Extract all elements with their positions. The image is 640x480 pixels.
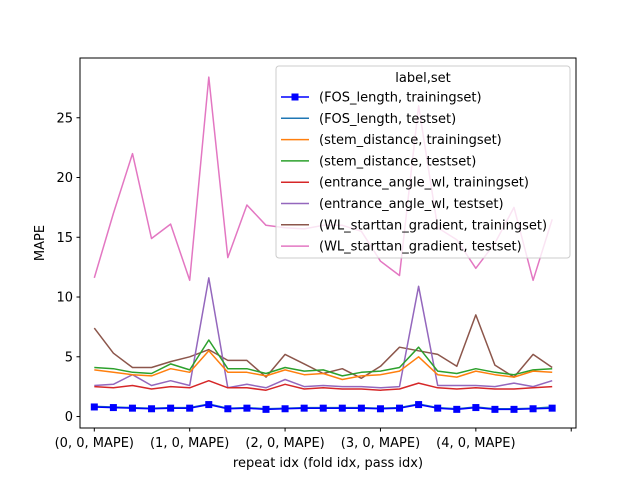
series-line <box>94 339 553 377</box>
y-ticks: 0 5 10 15 20 25 <box>56 111 80 425</box>
x-tick-label: (3, 0, MAPE) <box>341 436 420 451</box>
y-tick-label: 25 <box>56 111 73 126</box>
legend-entry: (WL_starttan_gradient, trainingset) <box>319 218 547 233</box>
series-line <box>94 350 553 381</box>
y-tick-label: 0 <box>65 410 73 425</box>
data-point <box>300 404 308 412</box>
data-point <box>109 404 117 412</box>
data-point <box>376 405 384 413</box>
x-tick-label: (2, 0, MAPE) <box>245 436 324 451</box>
data-point <box>415 401 423 409</box>
data-point <box>548 404 556 412</box>
x-ticks: (0, 0, MAPE) (1, 0, MAPE) (2, 0, MAPE) (3, … <box>55 428 572 451</box>
y-tick-label: 10 <box>56 291 73 306</box>
data-point <box>396 404 404 412</box>
data-point <box>148 405 156 413</box>
data-point <box>205 401 213 409</box>
legend-entry: (WL_starttan_gradient, testset) <box>319 240 522 255</box>
data-point <box>224 405 232 413</box>
data-point <box>472 404 480 412</box>
data-point <box>434 404 442 412</box>
legend-marker <box>291 93 299 101</box>
legend-entry: (stem_distance, testset) <box>319 154 476 169</box>
series-layer <box>90 76 556 413</box>
legend-box <box>275 65 571 259</box>
y-tick-label: 5 <box>65 350 73 365</box>
data-point <box>186 404 194 412</box>
data-point <box>243 404 251 412</box>
y-tick-label: 15 <box>56 231 73 246</box>
data-point <box>167 404 175 412</box>
data-point <box>128 404 136 412</box>
data-point <box>338 404 346 412</box>
data-point <box>357 404 365 412</box>
legend-entry: (FOS_length, trainingset) <box>319 91 482 106</box>
legend-entry: (entrance_angle_wl, testset) <box>319 197 504 212</box>
legend-title: label,set <box>395 71 450 86</box>
series-line <box>94 379 553 391</box>
legend-entry: (FOS_length, testset) <box>319 112 456 127</box>
y-axis-label: MAPE <box>33 225 48 261</box>
data-point <box>262 405 270 413</box>
data-point <box>510 405 518 413</box>
legend-entry: (stem_distance, trainingset) <box>319 133 502 148</box>
plot-frame <box>79 57 577 429</box>
data-point <box>90 403 98 411</box>
legend-entry: (entrance_angle_wl, trainingset) <box>319 176 529 191</box>
legend: label,set (FOS_length, trainingset) (FOS_… <box>275 65 571 259</box>
y-tick-label: 20 <box>56 171 73 186</box>
x-tick-label: (1, 0, MAPE) <box>150 436 229 451</box>
x-axis-label: repeat idx (fold idx, pass idx) <box>233 456 423 471</box>
x-tick-label: (0, 0, MAPE) <box>55 436 134 451</box>
series-line <box>94 277 553 389</box>
data-point <box>281 405 289 413</box>
data-point <box>319 404 327 412</box>
x-tick-label: (4, 0, MAPE) <box>436 436 515 451</box>
data-point <box>529 405 537 413</box>
data-point <box>453 405 461 413</box>
data-point <box>491 405 499 413</box>
